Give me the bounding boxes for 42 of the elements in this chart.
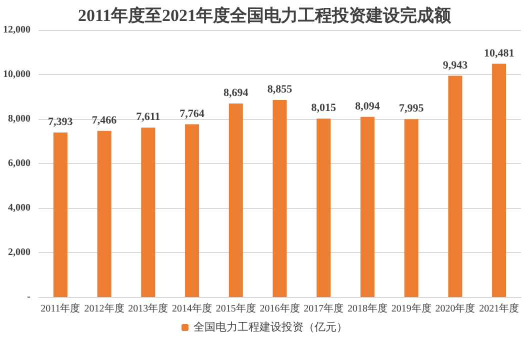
bar	[316, 118, 331, 297]
x-tick-label: 2017年度	[304, 302, 344, 314]
y-tick-label: -	[27, 292, 30, 302]
bar	[97, 130, 112, 297]
bar	[492, 64, 506, 297]
data-label: 10,481	[484, 47, 514, 60]
bar	[185, 124, 200, 297]
data-label: 7,393	[48, 116, 74, 128]
bar	[228, 104, 243, 297]
data-label: 8,094	[355, 100, 380, 112]
x-tick-label: 2012年度	[84, 302, 124, 314]
chart-title: 2011年度至2021年度全国电力工程投资建设完成额	[78, 6, 452, 25]
x-tick-label: 2018年度	[347, 302, 388, 314]
x-tick-label: 2013年度	[128, 302, 168, 314]
bar	[272, 100, 287, 297]
data-label: 7,995	[398, 102, 424, 115]
data-label: 7,764	[180, 108, 205, 120]
bar	[404, 119, 418, 297]
data-label: 7,466	[92, 114, 118, 126]
x-tick-label: 2019年度	[391, 302, 432, 314]
y-tick-label: 10,000	[3, 69, 30, 80]
x-tick-label: 2014年度	[172, 302, 212, 314]
y-tick-label: 12,000	[3, 24, 30, 36]
y-tick-label: 8,000	[8, 114, 30, 124]
data-label: 7,611	[136, 111, 160, 124]
y-tick-label: 2,000	[8, 247, 30, 258]
y-tick-label: 4,000	[8, 202, 30, 214]
bar	[448, 76, 462, 297]
bar	[53, 132, 68, 297]
y-tick-label: 6,000	[8, 158, 30, 169]
legend-label: 全国电力工程建设投资（亿元）	[194, 320, 348, 334]
data-label: 8,694	[224, 87, 249, 100]
data-label: 8,855	[267, 83, 293, 96]
x-tick-label: 2016年度	[260, 302, 300, 314]
x-tick-label: 2015年度	[216, 302, 256, 314]
x-tick-label: 2011年度	[40, 302, 80, 314]
x-tick-label: 2021年度	[479, 302, 520, 314]
bar	[360, 116, 374, 297]
x-tick-label: 2020年度	[435, 302, 476, 314]
data-label: 8,015	[311, 102, 336, 114]
data-label: 9,943	[442, 59, 468, 72]
bar	[141, 128, 156, 297]
